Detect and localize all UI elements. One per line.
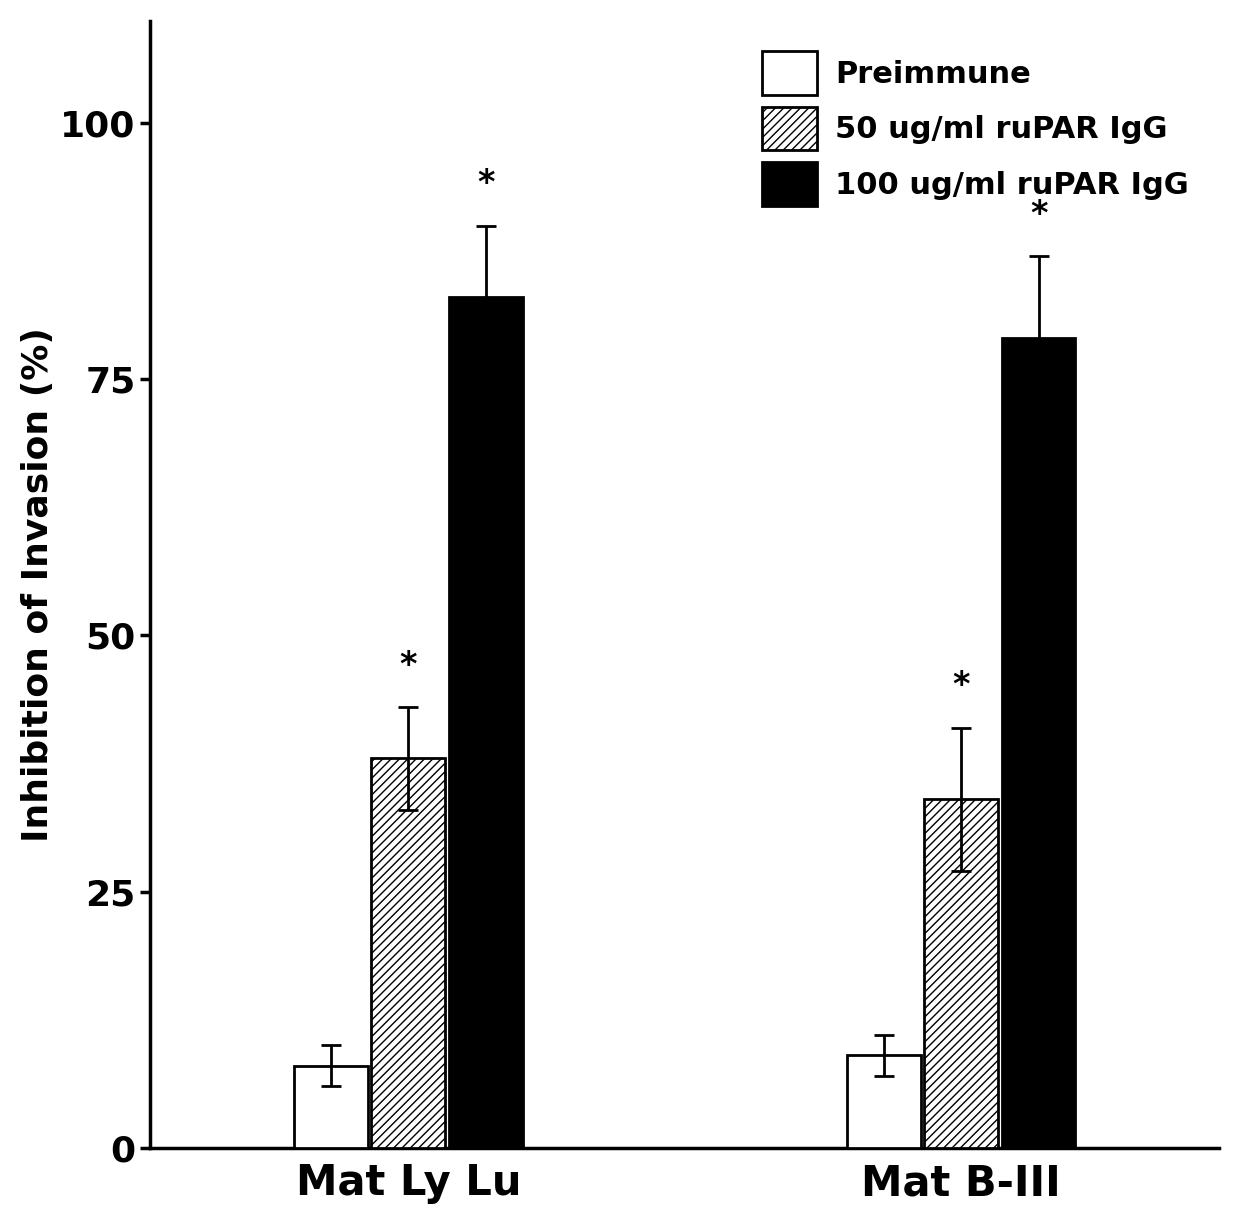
Text: *: * <box>399 648 417 681</box>
Bar <box>924 800 998 1148</box>
Legend: Preimmune, 50 ug/ml ruPAR IgG, 100 ug/ml ruPAR IgG: Preimmune, 50 ug/ml ruPAR IgG, 100 ug/ml… <box>746 36 1204 220</box>
Text: *: * <box>1030 197 1048 230</box>
Text: *: * <box>952 669 970 702</box>
Y-axis label: Inhibition of Invasion (%): Inhibition of Invasion (%) <box>21 327 55 842</box>
Bar <box>372 758 445 1148</box>
Bar <box>847 1056 920 1148</box>
Bar <box>449 298 522 1148</box>
Bar <box>294 1066 368 1148</box>
Text: *: * <box>477 167 495 200</box>
Bar <box>1002 338 1075 1148</box>
